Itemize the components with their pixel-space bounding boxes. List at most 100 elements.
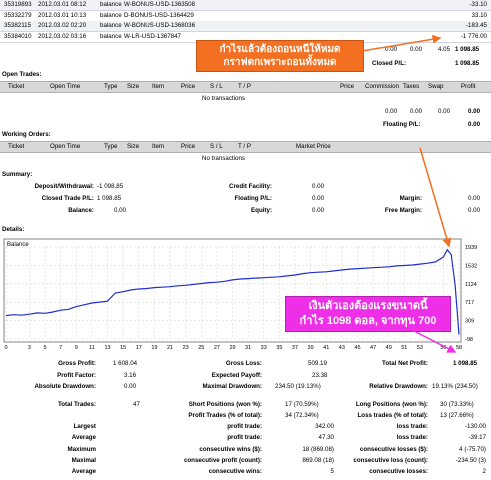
deal-comment: W-BONUS-USD-1368036 [124,22,196,29]
absolute-drawdown-label: Absolute Drawdown: [34,383,96,390]
breakdown-mid-label: profit trade: [227,423,262,430]
deals-total-commission: 0.00 [385,46,398,53]
chart-x-tick-label: 35 [276,345,282,351]
wcol-sl: S / L [210,143,223,150]
deal-amount: 33.10 [471,11,487,19]
summary-floating-pl-value: 0.00 [312,195,325,202]
breakdown-mid-value: 5 [330,468,334,475]
breakdown-mid-value: 342.00 [315,423,334,430]
deal-ticket: 35332279 [4,11,32,19]
wcol-market-price: Market Price [296,143,331,150]
chart-x-tick-label: 39 [308,345,314,351]
breakdown-mid-label: consecutive wins: [208,468,262,475]
annotation-top-line2: กราฟตกเพราะถอนทั้งหมด [223,57,337,68]
chart-x-tick-label: 27 [214,345,220,351]
working-orders-header: Ticket Open Time Type Size Item Price S … [0,141,491,153]
chart-x-tick-label: 25 [198,345,204,351]
col-ticket: Ticket [8,83,25,90]
chart-x-tick-label: 43 [339,345,345,351]
total-net-profit-label: Total Net Profit: [382,360,428,367]
breakdown-right-value: 2 [482,468,486,475]
equity-value: 0.00 [312,207,325,214]
chart-y-tick-label: 309 [465,319,474,325]
chart-x-tick-label: 37 [292,345,298,351]
deal-amount: -183.45 [466,22,487,29]
gross-loss-value: 509.19 [308,360,327,367]
col-type: Type [104,83,118,90]
breakdown-right-value: -234.50 (3) [455,457,486,464]
floating-pl-label: Floating P/L: [383,121,421,128]
chart-x-tick-label: 41 [323,345,329,351]
chart-x-tick-label: 58 [456,345,462,351]
maximal-drawdown-label: Maximal Drawdown: [202,383,262,390]
deal-amount: -1 776.00 [460,32,487,40]
closed-trade-pl-label: Closed Trade P/L: [41,195,94,202]
chart-x-tick-label: 13 [104,345,110,351]
chart-y-tick-label: 1532 [465,263,477,269]
margin-label: Margin: [399,195,422,202]
relative-drawdown-label: Relative Drawdown: [369,383,428,390]
details-title: Details: [2,226,25,233]
col-taxes: Taxes [403,83,420,90]
deal-time: 2012.03.02 03:16 [38,32,87,40]
breakdown-mid-value: 47.30 [318,434,334,441]
deal-type: balance [100,32,122,40]
breakdown-right-label: consecutive losses: [369,468,428,475]
breakdown-right-value: -130.00 [465,423,486,430]
breakdown-mid-value: 869.08 (18) [302,457,334,464]
closed-pl-label: Closed P/L: [372,60,407,67]
col-size: Size [127,83,140,90]
wcol-open-time: Open Time [50,143,81,150]
total-trades-label: Total Trades: [57,401,96,408]
col-open-time: Open Time [50,83,81,90]
equity-label: Equity: [251,207,272,214]
chart-x-tick-label: 7 [59,345,62,351]
col-price2: Price [340,83,355,90]
gross-profit-value: 1 608.04 [113,360,138,367]
chart-x-tick-label: 29 [229,345,235,351]
deal-type: balance [100,11,122,19]
chart-x-tick-label: 15 [120,345,126,351]
balance-line [5,248,460,335]
long-positions-label: Long Positions (won %): [355,401,428,408]
working-orders-empty: No transactions [202,155,245,162]
chart-y-ticks: 1939 1532 1124 717 309 -98 [465,245,477,343]
wcol-ticket: Ticket [8,143,25,150]
annotation-top-line1: กำไรแล้วต้องถอนหนีให้หมด [219,44,341,55]
deal-row: 35332279 2012.03.01 10:13 balance D-BONUS-U… [0,10,491,22]
chart-x-tick-label: 47 [370,345,376,351]
wcol-item: Item [152,143,165,150]
breakdown-right-label: loss trade: [396,434,428,441]
chart-x-tick-label: 56 [440,345,446,351]
chart-x-tick-label: 17 [136,345,142,351]
breakdown-right-label: consecutive losses ($): [359,446,428,453]
breakdown-row-label: Maximum [67,446,96,453]
chart-x-tick-label: 11 [89,345,95,351]
loss-trades-label: Loss trades (% of total): [357,412,428,419]
chart-title: Balance [7,242,29,248]
gross-profit-label: Gross Profit: [58,360,96,367]
annotation-bottom-line1: เงินตัวเองต้องแรงขนาดนี้ [308,300,428,312]
open-total-commission: 0.00 [385,108,398,115]
breakdown-right-label: loss trade: [396,423,428,430]
open-total-swap: 0.00 [438,108,451,115]
breakdown-row-label: Average [71,468,96,475]
chart-x-tick-label: 3 [28,345,31,351]
breakdown-mid-label: profit trade: [227,434,262,441]
floating-pl-value: 0.00 [468,121,481,128]
expected-payoff-label: Expected Payoff: [211,372,262,379]
open-trades-header: Ticket Open Time Type Size Item Price S … [0,81,491,93]
chart-y-tick-label: -98 [465,337,473,343]
profit-factor-value: 3.16 [124,372,137,379]
margin-value: 0.00 [468,195,481,202]
deal-time: 2012.03.01 08:12 [38,1,87,8]
deal-ticket: 35382115 [4,22,32,29]
open-total-profit: 0.00 [468,108,481,115]
balance-value: 0.00 [114,207,127,214]
short-positions-label: Short Positions (won %): [188,401,262,408]
breakdown-mid-value: 18 (869.08) [302,446,334,453]
free-margin-value: 0.00 [468,207,481,214]
breakdown-mid-label: consecutive wins ($): [199,446,262,453]
chart-y-tick-label: 717 [465,300,474,306]
col-profit: Profit [461,83,476,90]
